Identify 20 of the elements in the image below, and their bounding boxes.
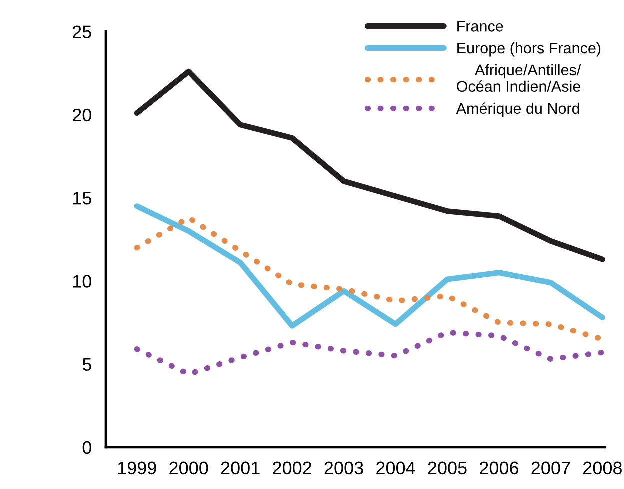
y-tick-label: 10 [73, 275, 92, 288]
legend-label: Europe (hors France) [458, 42, 601, 57]
x-tick-label: 2002 [273, 462, 312, 475]
x-tick-label: 2004 [376, 462, 416, 475]
legend-label: Amérique du Nord [456, 102, 580, 118]
x-tick-label: 2007 [532, 462, 570, 475]
x-tick-label: 2001 [221, 462, 260, 475]
y-tick-label: 0 [82, 441, 92, 454]
x-tick-label: 2003 [324, 462, 364, 475]
x-tick-label: 2006 [480, 462, 519, 475]
legend-label: France [458, 21, 504, 32]
x-tick-label: 2000 [170, 462, 208, 475]
x-tick-label: 1999 [118, 462, 156, 475]
x-tick-label: 2005 [428, 462, 467, 475]
y-tick-label: 15 [73, 192, 92, 205]
x-tick-label: 2008 [584, 462, 622, 475]
legend-label: Afrique/Antilles/ Océan Indien/Asie [457, 64, 582, 92]
y-tick-label: 20 [73, 108, 92, 122]
y-tick-label: 5 [82, 358, 92, 372]
y-tick-label: 25 [73, 26, 92, 39]
